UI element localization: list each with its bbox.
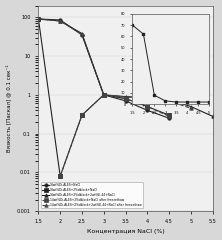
14wt%Di-ALES+NaCl <box>37 18 40 20</box>
14wt%Di-ALES+2%dblock+2wt%E-44+NaCl <box>81 32 83 35</box>
14wt%Di-ALES+2%dblock+NaCl after freezethaw <box>59 175 61 178</box>
Line: 14wt%Di-ALES+2%dblock+2wt%E-44+NaCl after freezethaw: 14wt%Di-ALES+2%dblock+2wt%E-44+NaCl afte… <box>37 17 192 110</box>
14wt%Di-ALES+2%dblock+2wt%E-44+NaCl after freezethaw <box>124 96 127 98</box>
14wt%Di-ALES+2%dblock+2wt%E-44+NaCl <box>59 19 61 22</box>
14wt%Di-ALES+2%dblock+2wt%E-44+NaCl <box>168 98 170 101</box>
Line: 14wt%Di-ALES+2%dblock+NaCl after freezethaw: 14wt%Di-ALES+2%dblock+NaCl after freezet… <box>58 93 171 178</box>
14wt%Di-ALES+2%dblock+NaCl <box>37 18 40 20</box>
14wt%Di-ALES+2%dblock+NaCl <box>168 114 170 117</box>
14wt%Di-ALES+2%dblock+NaCl <box>81 114 83 117</box>
14wt%Di-ALES+2%dblock+2wt%E-44+NaCl <box>211 115 214 118</box>
Line: 14wt%Di-ALES+2%dblock+2wt%E-44+NaCl: 14wt%Di-ALES+2%dblock+2wt%E-44+NaCl <box>37 17 214 118</box>
14wt%Di-ALES+2%dblock+NaCl after freezethaw <box>168 115 170 118</box>
14wt%Di-ALES+2%dblock+2wt%E-44+NaCl <box>102 93 105 96</box>
14wt%Di-ALES+2%dblock+NaCl <box>102 93 105 96</box>
Line: 14wt%Di-ALES+2%dblock+NaCl: 14wt%Di-ALES+2%dblock+NaCl <box>37 17 171 178</box>
14wt%Di-ALES+NaCl <box>168 117 170 120</box>
14wt%Di-ALES+2%dblock+NaCl after freezethaw <box>102 93 105 96</box>
14wt%Di-ALES+2%dblock+NaCl <box>59 175 61 178</box>
14wt%Di-ALES+NaCl <box>146 109 149 112</box>
14wt%Di-ALES+NaCl <box>102 93 105 96</box>
14wt%Di-ALES+2%dblock+NaCl after freezethaw <box>146 105 149 108</box>
14wt%Di-ALES+2%dblock+2wt%E-44+NaCl <box>124 95 127 98</box>
14wt%Di-ALES+2%dblock+NaCl after freezethaw <box>81 114 83 117</box>
14wt%Di-ALES+2%dblock+2wt%E-44+NaCl after freezethaw <box>81 33 83 36</box>
14wt%Di-ALES+2%dblock+2wt%E-44+NaCl after freezethaw <box>146 97 149 100</box>
14wt%Di-ALES+2%dblock+2wt%E-44+NaCl after freezethaw <box>189 107 192 110</box>
14wt%Di-ALES+2%dblock+2wt%E-44+NaCl after freezethaw <box>59 19 61 22</box>
14wt%Di-ALES+2%dblock+2wt%E-44+NaCl after freezethaw <box>102 93 105 96</box>
Line: 14wt%Di-ALES+NaCl: 14wt%Di-ALES+NaCl <box>37 17 171 120</box>
14wt%Di-ALES+2%dblock+2wt%E-44+NaCl after freezethaw <box>37 18 40 20</box>
14wt%Di-ALES+2%dblock+2wt%E-44+NaCl <box>37 18 40 20</box>
X-axis label: Концентрация NaCl (%): Концентрация NaCl (%) <box>87 229 164 234</box>
Legend: 14wt%Di-ALES+NaCl, 14wt%Di-ALES+2%dblock+NaCl, 14wt%Di-ALES+2%dblock+2wt%E-44+Na: 14wt%Di-ALES+NaCl, 14wt%Di-ALES+2%dblock… <box>41 182 143 208</box>
Y-axis label: Вязкость [Паскал] @ 0.1 сек⁻¹: Вязкость [Паскал] @ 0.1 сек⁻¹ <box>6 65 11 152</box>
14wt%Di-ALES+2%dblock+NaCl after freezethaw <box>124 97 127 100</box>
14wt%Di-ALES+NaCl <box>59 18 61 21</box>
14wt%Di-ALES+NaCl <box>81 34 83 36</box>
14wt%Di-ALES+2%dblock+2wt%E-44+NaCl after freezethaw <box>168 99 170 102</box>
14wt%Di-ALES+2%dblock+2wt%E-44+NaCl <box>189 105 192 108</box>
14wt%Di-ALES+NaCl <box>124 99 127 102</box>
14wt%Di-ALES+2%dblock+2wt%E-44+NaCl <box>146 96 149 99</box>
14wt%Di-ALES+2%dblock+NaCl <box>146 105 149 108</box>
14wt%Di-ALES+2%dblock+NaCl <box>124 97 127 100</box>
